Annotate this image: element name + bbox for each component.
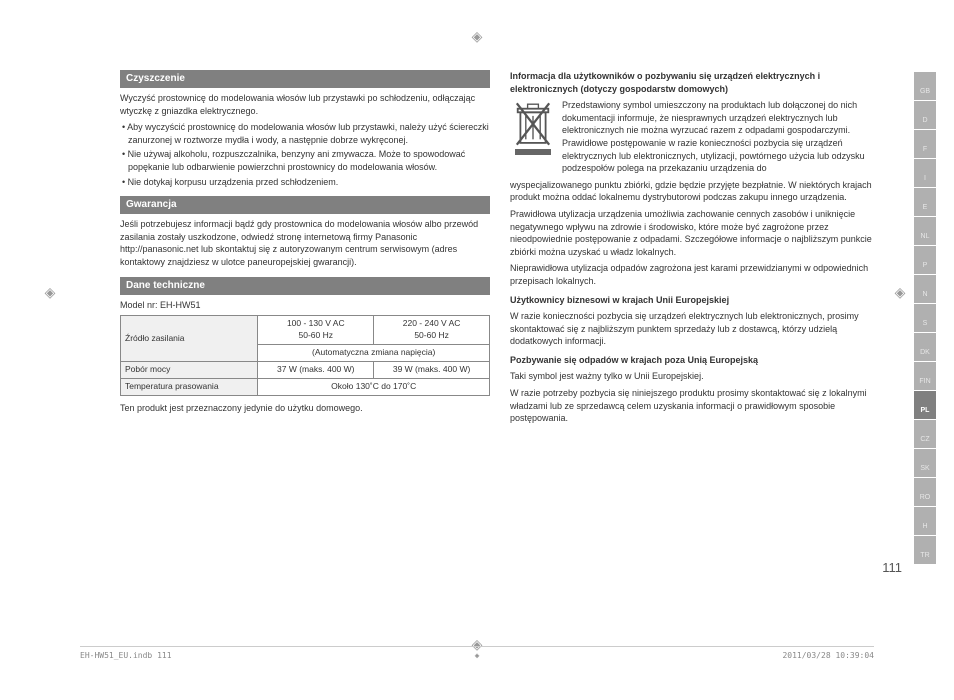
cleaning-intro: Wyczyść prostownicę do modelowania włosó… — [120, 92, 490, 117]
noneu-heading: Pozbywanie się odpadów w krajach poza Un… — [510, 354, 880, 367]
right-column: Informacja dla użytkowników o pozbywaniu… — [510, 70, 880, 429]
power-source-label: Źródło zasilania — [121, 316, 258, 362]
weee-text: Prawidłowa utylizacja urządzenia umożliw… — [510, 208, 880, 258]
model-number: Model nr: EH-HW51 — [120, 299, 490, 312]
power-cell: 37 W (maks. 400 W) — [258, 361, 374, 378]
noneu-text: Taki symbol jest ważny tylko w Unii Euro… — [510, 370, 880, 383]
footer: EH-HW51_EU.indb 111 ◈ 2011/03/28 10:39:0… — [80, 646, 874, 660]
lang-tab-i[interactable]: I — [914, 159, 936, 187]
lang-tab-ro[interactable]: RO — [914, 478, 936, 506]
lang-tab-n[interactable]: N — [914, 275, 936, 303]
lang-tab-gb[interactable]: GB — [914, 72, 936, 100]
table-row: Pobór mocy 37 W (maks. 400 W) 39 W (maks… — [121, 361, 490, 378]
temp-label: Temperatura prasowania — [121, 378, 258, 395]
weee-heading: Informacja dla użytkowników o pozbywaniu… — [510, 70, 880, 95]
power-label: Pobór mocy — [121, 361, 258, 378]
lang-tab-e[interactable]: E — [914, 188, 936, 216]
lang-tab-pl[interactable]: PL — [914, 391, 936, 419]
page-content: Czyszczenie Wyczyść prostownicę do model… — [120, 70, 880, 429]
temp-cell: Około 130˚C do 170˚C — [258, 378, 490, 395]
voltage-cell: 220 - 240 V AC 50-60 Hz — [374, 316, 490, 345]
weee-text: wyspecjalizowanego punktu zbiórki, gdzie… — [510, 179, 880, 204]
lang-tab-tr[interactable]: TR — [914, 536, 936, 564]
lang-tab-d[interactable]: D — [914, 101, 936, 129]
weee-text: Przedstawiony symbol umieszczony na prod… — [510, 99, 880, 175]
lang-tab-fin[interactable]: FIN — [914, 362, 936, 390]
language-tabs: GBDFIENLPNSDKFINPLCZSKROHTR — [914, 72, 936, 565]
left-column: Czyszczenie Wyczyść prostownicę do model… — [120, 70, 490, 429]
cleaning-bullet: • Aby wyczyścić prostownicę do modelowan… — [120, 121, 490, 146]
warranty-text: Jeśli potrzebujesz informacji bądź gdy p… — [120, 218, 490, 268]
lang-tab-cz[interactable]: CZ — [914, 420, 936, 448]
footer-timestamp: 2011/03/28 10:39:04 — [782, 651, 874, 660]
table-row: Źródło zasilania 100 - 130 V AC 50-60 Hz… — [121, 316, 490, 345]
voltage-cell: 100 - 130 V AC 50-60 Hz — [258, 316, 374, 345]
weee-text: Nieprawidłowa utylizacja odpadów zagrożo… — [510, 262, 880, 287]
cleaning-bullet: • Nie używaj alkoholu, rozpuszczalnika, … — [120, 148, 490, 173]
footer-file: EH-HW51_EU.indb 111 — [80, 651, 172, 660]
warranty-header: Gwarancja — [120, 196, 490, 214]
lang-tab-sk[interactable]: SK — [914, 449, 936, 477]
lang-tab-dk[interactable]: DK — [914, 333, 936, 361]
lang-tab-p[interactable]: P — [914, 246, 936, 274]
table-row: Temperatura prasowania Około 130˚C do 17… — [121, 378, 490, 395]
cleaning-bullet: • Nie dotykaj korpusu urządzenia przed s… — [120, 176, 490, 189]
weee-icon — [510, 101, 556, 163]
footer-mark: ◈ — [475, 651, 480, 660]
business-text: W razie konieczności pozbycia się urządz… — [510, 310, 880, 348]
power-cell: 39 W (maks. 400 W) — [374, 361, 490, 378]
specs-header: Dane techniczne — [120, 277, 490, 295]
lang-tab-f[interactable]: F — [914, 130, 936, 158]
lang-tab-s[interactable]: S — [914, 304, 936, 332]
lang-tab-h[interactable]: H — [914, 507, 936, 535]
noneu-text: W razie potrzeby pozbycia się niniejszeg… — [510, 387, 880, 425]
business-heading: Użytkownicy biznesowi w krajach Unii Eur… — [510, 294, 880, 307]
crop-mark-left: ◈ — [42, 284, 58, 300]
specs-table: Źródło zasilania 100 - 130 V AC 50-60 Hz… — [120, 315, 490, 395]
crop-mark-right: ◈ — [892, 284, 908, 300]
cleaning-header: Czyszczenie — [120, 70, 490, 88]
lang-tab-nl[interactable]: NL — [914, 217, 936, 245]
home-use-note: Ten produkt jest przeznaczony jedynie do… — [120, 402, 490, 415]
page-number: 111 — [882, 560, 902, 575]
auto-voltage-cell: (Automatyczna zmiana napięcia) — [258, 344, 490, 361]
crop-mark-top: ◈ — [469, 28, 485, 44]
